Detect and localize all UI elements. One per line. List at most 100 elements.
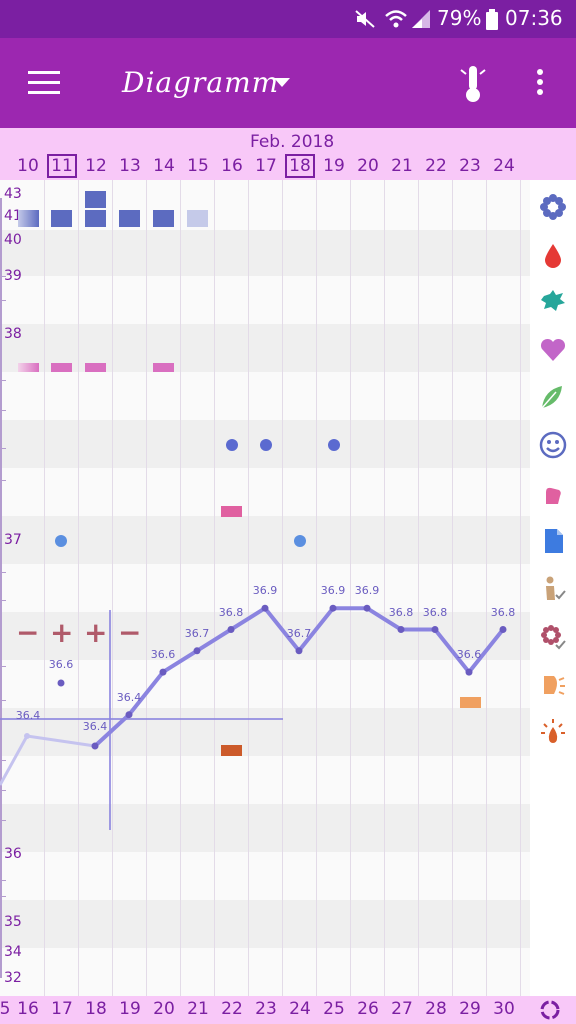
bottom-day-label: 20 [153, 999, 175, 1019]
temperature-point [397, 626, 405, 633]
mood-marker[interactable] [226, 439, 238, 451]
temperature-label: 36.8 [490, 605, 516, 619]
temperature-label: 36.8 [422, 605, 448, 619]
drop-icon[interactable] [538, 240, 568, 270]
temperature-point [91, 742, 99, 750]
y-tick [0, 448, 6, 449]
bottom-day-label: 27 [391, 999, 413, 1019]
mood-marker[interactable] [328, 439, 340, 451]
bleeding-marker[interactable] [85, 191, 106, 208]
menu-icon[interactable] [28, 71, 62, 95]
grid-line [316, 180, 317, 996]
bleeding-marker[interactable] [51, 210, 72, 227]
day-label[interactable]: 21 [391, 156, 413, 176]
note-marker[interactable] [294, 535, 306, 547]
grid-line [282, 180, 283, 996]
y-label: 34 [4, 944, 22, 960]
intercourse-marker[interactable] [18, 363, 39, 372]
day-label[interactable]: 10 [17, 156, 39, 176]
bottom-day-label: 29 [459, 999, 481, 1019]
fluid-marker[interactable] [221, 745, 242, 756]
flower-icon[interactable] [538, 192, 568, 222]
day-label[interactable]: 20 [357, 156, 379, 176]
bleeding-marker[interactable] [18, 210, 39, 227]
temperature-point [295, 647, 303, 655]
grid-line [214, 180, 215, 996]
intercourse-marker[interactable] [153, 363, 174, 372]
bleeding-marker[interactable] [187, 210, 208, 227]
test-positive-marker[interactable]: + [50, 616, 74, 649]
test-negative-marker[interactable]: − [118, 616, 142, 649]
day-label[interactable]: 22 [425, 156, 447, 176]
medication-marker[interactable] [460, 697, 481, 708]
grid-line [486, 180, 487, 996]
day-label-selected[interactable]: 18 [285, 154, 315, 178]
temperature-line-faded [0, 734, 96, 786]
bottom-day-label: 19 [119, 999, 141, 1019]
test-negative-marker[interactable]: − [16, 616, 40, 649]
intercourse-marker[interactable] [85, 363, 106, 372]
day-label[interactable]: 15 [187, 156, 209, 176]
day-label[interactable]: 24 [493, 156, 515, 176]
thermometer-icon[interactable] [458, 64, 488, 104]
candle-icon[interactable] [538, 718, 568, 748]
cycle-chart[interactable]: 43 41 40 39 38 37 36 35 34 32 − + + − [0, 180, 530, 996]
temperature-label: 36.9 [252, 584, 278, 598]
temperature-label: 36.8 [388, 605, 414, 619]
temperature-point [159, 668, 167, 676]
grid-line [520, 180, 521, 996]
temperature-label: 36.6 [150, 648, 176, 662]
more-options-icon[interactable] [535, 68, 545, 98]
grid-line [44, 180, 45, 996]
dropdown-caret-icon[interactable] [274, 78, 292, 90]
document-icon[interactable] [538, 526, 568, 556]
temperature-point [125, 711, 133, 719]
pill-icon[interactable] [538, 670, 568, 700]
day-label-today[interactable]: 11 [47, 154, 77, 178]
flower-check-icon[interactable] [538, 622, 568, 652]
hand-icon[interactable] [538, 478, 568, 508]
temperature-point-isolated [57, 679, 65, 687]
signal-icon [412, 10, 430, 28]
temperature-label: 36.4 [15, 709, 41, 722]
bleeding-marker[interactable] [85, 210, 106, 227]
note-marker[interactable] [55, 535, 67, 547]
smiley-icon[interactable] [538, 430, 568, 460]
day-label[interactable]: 23 [459, 156, 481, 176]
grid-band [0, 804, 530, 852]
bleeding-marker[interactable] [119, 210, 140, 227]
bottom-day-label: 22 [221, 999, 243, 1019]
day-label[interactable]: 17 [255, 156, 277, 176]
grid-band [0, 230, 530, 276]
day-label[interactable]: 13 [119, 156, 141, 176]
heart-icon[interactable] [538, 335, 568, 365]
grid-line [452, 180, 453, 996]
grid-band [0, 900, 530, 948]
intercourse-marker[interactable] [51, 363, 72, 372]
test-positive-marker[interactable]: + [84, 616, 108, 649]
y-tick [0, 600, 6, 601]
day-label[interactable]: 12 [85, 156, 107, 176]
mood-marker[interactable] [260, 439, 272, 451]
month-label: Feb. 2018 [250, 132, 335, 152]
day-label[interactable]: 16 [221, 156, 243, 176]
y-label: 43 [4, 186, 22, 202]
person-check-icon[interactable] [538, 574, 568, 604]
temperature-points [91, 604, 507, 750]
day-label[interactable]: 19 [323, 156, 345, 176]
leaves-icon[interactable] [538, 382, 568, 412]
page-title[interactable]: Diagramm [122, 66, 280, 99]
bottom-day-label: 28 [425, 999, 447, 1019]
grid-line [78, 180, 79, 996]
temperature-label: 36.8 [218, 605, 244, 619]
y-tick [0, 760, 6, 761]
grid-line [248, 180, 249, 996]
temperature-point [24, 733, 30, 739]
bleeding-marker[interactable] [153, 210, 174, 227]
symptom-marker[interactable] [221, 506, 242, 517]
day-label[interactable]: 14 [153, 156, 175, 176]
splash-icon[interactable] [538, 286, 568, 316]
temperature-label: 36.4 [82, 720, 108, 733]
cycle-icon[interactable] [538, 998, 562, 1022]
y-tick [0, 480, 6, 481]
